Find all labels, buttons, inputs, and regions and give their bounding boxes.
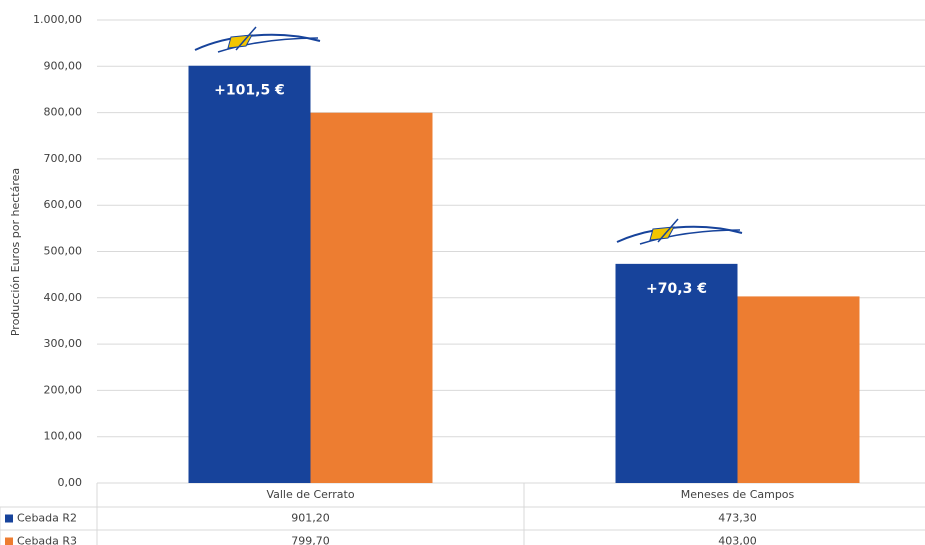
plot: 0,00 100,00 200,00 300,00 400,00 500,00 600,00…: [0, 13, 925, 545]
annotation: +101,5 €: [214, 83, 285, 99]
category-label: Meneses de Campos: [681, 488, 795, 501]
table-value: 403,00: [718, 535, 757, 545]
table-value: 799,70: [291, 535, 330, 545]
bar: [188, 65, 311, 484]
legend-swatch: [5, 514, 13, 523]
legend-label: Cebada R2: [17, 512, 77, 525]
y-tick-label: 600,00: [44, 198, 83, 211]
y-tick-label: 500,00: [44, 245, 83, 258]
logo: [194, 26, 321, 53]
logo: [616, 218, 743, 245]
y-tick-label: 900,00: [44, 59, 83, 72]
y-tick-label: 200,00: [44, 383, 83, 396]
annotation: +70,3 €: [646, 281, 707, 297]
y-tick-label: 800,00: [44, 106, 83, 119]
y-tick-label: 100,00: [44, 430, 83, 443]
bar: [737, 296, 860, 483]
bar: [310, 112, 433, 484]
y-tick-label: 700,00: [44, 152, 83, 165]
y-tick-label: 400,00: [44, 291, 83, 304]
table-value: 901,20: [291, 512, 330, 525]
y-axis-label: Producción Euros por hectárea: [9, 168, 22, 336]
table-value: 473,30: [718, 512, 757, 525]
legend-swatch: [5, 537, 13, 545]
y-tick-label: 0,00: [58, 476, 83, 489]
bar: [615, 263, 738, 483]
legend-label: Cebada R3: [17, 535, 77, 545]
y-tick-label: 1.000,00: [33, 13, 82, 26]
y-tick-label: 300,00: [44, 337, 83, 350]
category-label: Valle de Cerrato: [266, 488, 354, 501]
